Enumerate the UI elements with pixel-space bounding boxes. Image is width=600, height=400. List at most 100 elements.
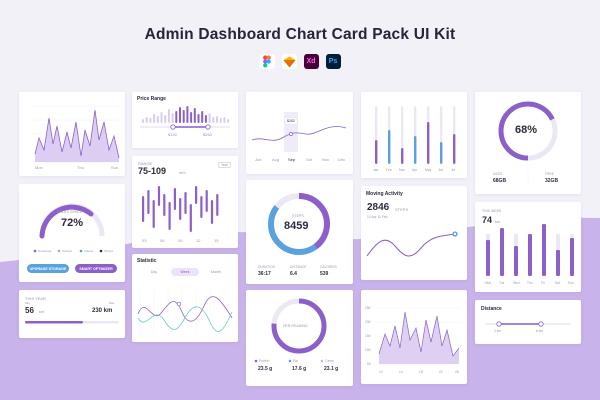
fat-label: Fat <box>293 359 298 363</box>
fat-value: 17.6 g <box>292 366 307 372</box>
gauge-chart <box>33 203 105 253</box>
gauge-progress <box>39 204 94 239</box>
tab-month[interactable]: Month <box>211 270 221 274</box>
area-chart <box>33 105 120 163</box>
figma-logo <box>259 54 275 69</box>
area-line <box>34 109 120 159</box>
histogram-bar <box>216 116 218 123</box>
y-label-50: 50 <box>367 362 371 366</box>
line-chart <box>251 112 347 152</box>
histogram-bar <box>197 114 200 123</box>
carbs-label: Carbs <box>325 359 334 363</box>
candle-bar <box>216 194 219 216</box>
x-label-feb: Feb <box>386 168 392 172</box>
sketch-logo <box>281 54 297 69</box>
year-dropdown[interactable]: Year <box>218 162 232 168</box>
bar-pairs-chart <box>375 106 456 164</box>
histogram-bar <box>201 111 204 123</box>
candle-bar <box>173 188 176 210</box>
duration-label: DURATION <box>258 265 275 269</box>
tab-day[interactable]: Day <box>150 270 158 274</box>
legend-upload: Upload <box>62 249 72 253</box>
histogram-bar <box>175 111 178 123</box>
max-handle[interactable] <box>205 124 211 130</box>
candle-bar <box>200 196 203 218</box>
range-label: RANGE <box>138 161 153 166</box>
histogram-bar <box>153 114 156 123</box>
moving-activity-title: Moving Activity <box>366 191 403 197</box>
x-label-dec: Dec <box>338 157 346 162</box>
ps-logo: Ps <box>325 54 341 69</box>
steps-donut <box>268 193 330 255</box>
storage-donut-card: 68% USED 68GB FREE 32GB <box>475 92 581 194</box>
min-handle[interactable] <box>170 124 176 130</box>
price-max: $250 <box>203 132 212 137</box>
candle-bar <box>147 190 150 214</box>
legend-videos: Videos <box>84 249 94 253</box>
range-unit: mm <box>179 170 186 175</box>
histogram-bar <box>171 113 174 123</box>
histogram-bar <box>193 108 196 123</box>
statistic-card: Statistic Day Week Month <box>132 254 238 342</box>
range-value: 75-109 <box>138 166 167 176</box>
this-year-label: THIS YEAR <box>25 296 47 301</box>
x-label-jan: Jan <box>373 168 379 172</box>
x-label-sep: Sep <box>288 157 296 162</box>
x-label-aug: Aug <box>272 157 280 162</box>
candle-bar <box>195 186 198 204</box>
upgrade-storage-button[interactable]: UPGRADE STORAGE <box>27 264 69 273</box>
tab-week[interactable]: Week <box>171 268 199 276</box>
histogram-bar <box>227 119 230 123</box>
x-label-03: 03 <box>142 238 147 243</box>
candle-bar <box>210 200 214 224</box>
duration-value: 36:17 <box>258 271 271 277</box>
week-bar-fill <box>556 250 560 276</box>
this-week-card: THIS WEEK 74 km Mon Tue Wed Thu Fri Sat … <box>475 202 581 292</box>
free-value: 32GB <box>545 178 559 184</box>
week-bar-fill <box>514 246 518 276</box>
legend-download: Download <box>38 249 52 253</box>
smart-optimizer-button[interactable]: SMART OPTIMIZER <box>75 264 117 273</box>
distance-max-handle[interactable] <box>538 321 544 327</box>
candle-card: RANGE 75-109 mm Year 03 06 09 12 15 <box>132 156 238 248</box>
x-label-09: 09 <box>178 238 183 243</box>
histogram-bar <box>212 117 215 123</box>
x-label-apr: Apr <box>412 168 418 172</box>
histogram-bar <box>142 119 144 123</box>
candle-chart <box>142 186 219 232</box>
this-week-unit: km <box>495 219 501 224</box>
distance-max: 8 km <box>536 329 544 333</box>
histogram-bar <box>179 107 181 123</box>
moving-activity-card: Moving Activity 2846 STEPS 12 Apr 11 Feb <box>361 186 467 280</box>
steps-value: 8459 <box>284 220 309 232</box>
week-fri: Fri <box>541 281 545 285</box>
calories-label: CALORIES <box>320 265 337 269</box>
x-label-may: May <box>425 168 432 172</box>
distance-card: Distance 3 km 8 km <box>475 300 581 344</box>
distance-min-handle[interactable] <box>496 321 502 327</box>
week-bar-fill <box>528 234 532 276</box>
x2-label-22: 22 <box>439 370 443 374</box>
price-range-card: Price Range $140 $250 <box>132 92 238 148</box>
max-label: Max <box>109 301 115 305</box>
statistic-title: Statistic <box>137 258 157 264</box>
x-label-nov: Nov <box>322 157 330 162</box>
distance-title: Distance <box>481 306 502 312</box>
histogram-bar <box>223 117 226 123</box>
week-sat: Sat <box>555 281 560 285</box>
week-bar-fill <box>570 238 574 276</box>
candle-bar <box>189 204 192 232</box>
gauge-label: DATA'S SPEED <box>57 210 83 214</box>
x-label-jul: Jul <box>451 168 456 172</box>
x2-label-18: 18 <box>419 370 423 374</box>
distance-value: 6.4 <box>290 271 297 277</box>
calories-value: 539 <box>320 271 329 277</box>
gauge-card: DATA'S SPEED 72% Download Upload Videos … <box>19 184 125 282</box>
legend-others: Others <box>104 249 114 253</box>
x2-label-26: 26 <box>455 370 459 374</box>
page-title: Admin Dashboard Chart Card Pack UI Kit <box>144 26 456 43</box>
histogram-bar <box>186 106 189 123</box>
bar-fill <box>453 134 456 164</box>
distance-label: DISTANCE <box>290 265 307 269</box>
reading-donut <box>254 298 327 363</box>
